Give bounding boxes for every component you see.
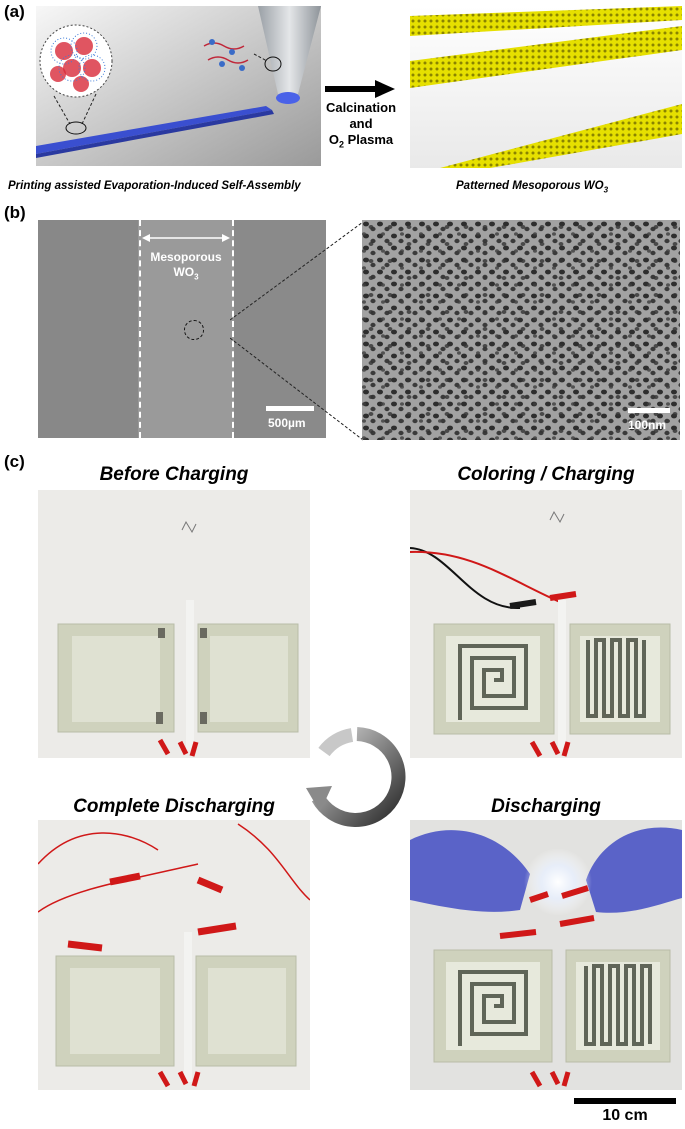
process-arrow	[325, 80, 395, 98]
width-arrow	[142, 234, 230, 242]
micelle-cluster	[39, 24, 113, 98]
title-before-charging: Before Charging	[99, 464, 249, 485]
printed-line	[36, 106, 272, 154]
panel-b-label: (b)	[4, 203, 26, 222]
photo-coloring-charging	[410, 490, 682, 758]
photo-complete-discharging	[38, 820, 310, 1090]
title-complete-discharging: Complete Discharging	[73, 796, 275, 817]
sem-image: 100nm	[362, 220, 680, 440]
surfactant-molecules	[203, 39, 249, 71]
cycle-arrow	[306, 727, 406, 827]
pore-texture	[362, 220, 680, 440]
line-edge-right	[232, 220, 234, 438]
rod-3	[440, 104, 682, 168]
optical-micrograph: Mesoporous WO3 500µm	[38, 220, 326, 438]
scale-label-10cm: 10 cm	[602, 1107, 648, 1124]
line-edge-left	[139, 220, 141, 438]
scale-bar-10cm	[574, 1098, 676, 1104]
panel-c-label: (c)	[4, 452, 25, 471]
glove-right	[586, 827, 682, 913]
arrow-text-line3: O2 Plasma	[328, 132, 394, 150]
rod-1	[410, 6, 682, 36]
caption-patterned: Patterned Mesoporous WO3	[456, 180, 609, 195]
zoom-circle	[184, 320, 204, 340]
arrow-text-line1: Calcination	[325, 100, 397, 115]
title-coloring-charging: Coloring / Charging	[457, 464, 635, 485]
scale-bar-100nm	[628, 408, 670, 413]
arrow-text-line2: and	[349, 116, 373, 131]
mesoporous-annotation: Mesoporous WO3	[150, 250, 222, 282]
nozzle	[258, 6, 321, 94]
zoom-connector-lines	[230, 221, 364, 441]
photo-discharging	[410, 820, 682, 1090]
scale-bar-500um	[266, 406, 314, 411]
mesoporous-rods-illustration	[410, 6, 682, 168]
title-discharging: Discharging	[491, 796, 601, 817]
scale-label-100nm: 100nm	[628, 418, 667, 432]
rod-2	[410, 26, 682, 88]
photo-before-charging	[38, 490, 310, 758]
caption-printing: Printing assisted Evaporation-Induced Se…	[8, 180, 301, 192]
glove-left	[410, 830, 530, 912]
panel-a-label: (a)	[4, 2, 25, 21]
process-arrow-text: Calcination and O2 Plasma	[316, 100, 406, 153]
printing-illustration	[36, 6, 321, 166]
led-glow	[524, 848, 592, 916]
scale-label-500um: 500µm	[268, 416, 306, 430]
